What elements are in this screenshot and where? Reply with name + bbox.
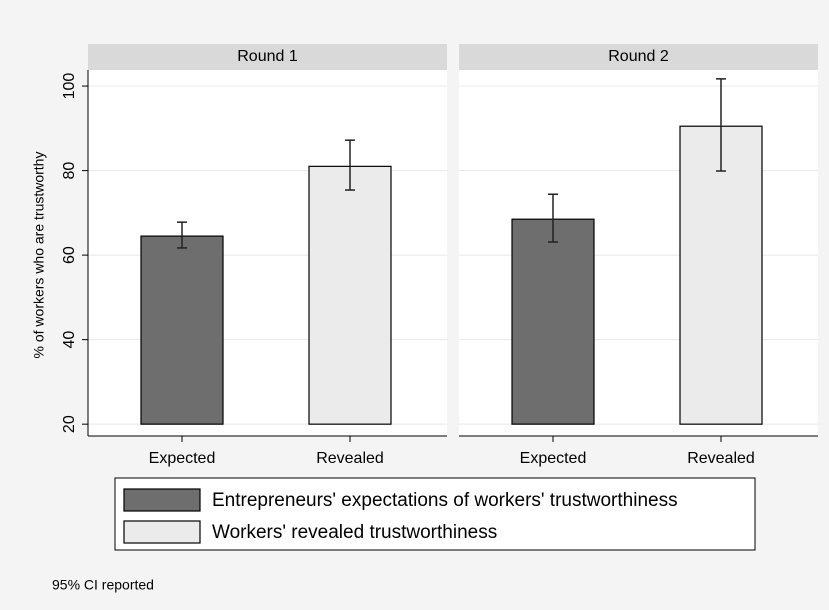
x-tick-label: Expected: [149, 450, 216, 467]
panel-header: [459, 44, 818, 70]
legend-label: Entrepreneurs' expectations of workers' …: [212, 490, 678, 511]
y-tick-label: 80: [61, 162, 78, 180]
legend-swatch: [123, 520, 201, 544]
y-tick-label: 40: [61, 331, 78, 349]
panel-title: Round 2: [608, 48, 669, 65]
x-tick-label: Expected: [520, 450, 587, 467]
bar: [511, 218, 595, 425]
x-tick-label: Revealed: [687, 450, 755, 467]
y-tick-label: 100: [61, 73, 78, 100]
legend-swatch: [123, 488, 201, 512]
bar: [140, 235, 224, 425]
legend-box: [114, 477, 756, 551]
x-tick-label: Revealed: [316, 450, 384, 467]
legend-label: Workers' revealed trustworthiness: [212, 522, 497, 543]
note: 95% CI reported: [52, 577, 154, 593]
y-axis-label: % of workers who are trustworthy: [31, 152, 47, 359]
y-tick-label: 20: [61, 415, 78, 433]
y-tick-label: 60: [61, 246, 78, 264]
bar: [679, 125, 763, 425]
panel-title: Round 1: [237, 48, 298, 65]
bar: [308, 165, 392, 425]
panel-header: [88, 44, 447, 70]
